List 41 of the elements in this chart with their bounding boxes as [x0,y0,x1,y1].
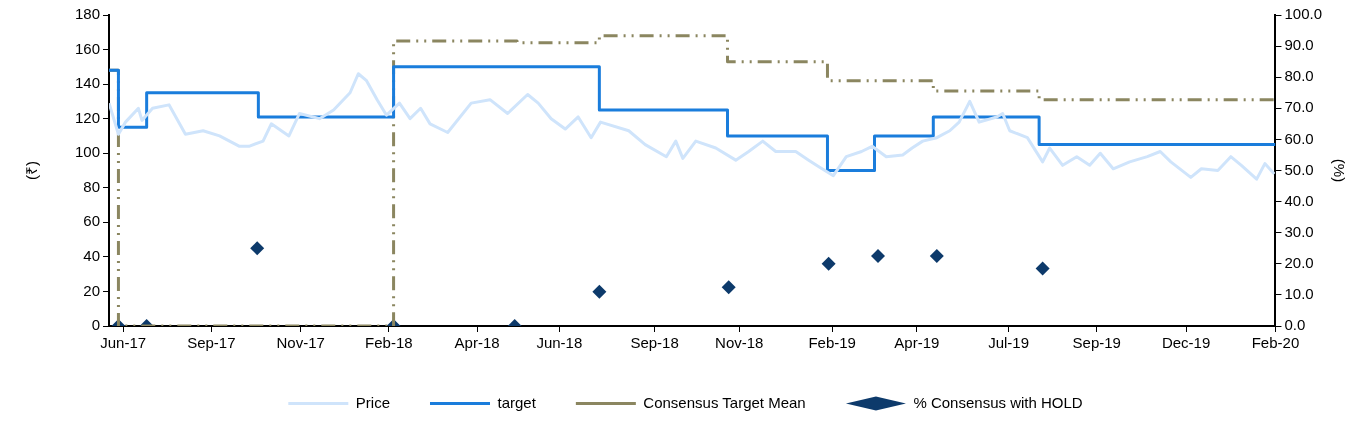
y-tick-label: 140 [75,74,101,92]
y-tick-label: 100 [75,143,101,161]
y-tick-label: 180 [75,5,101,23]
x-tick-label: Jun-18 [536,334,583,352]
y-tick-label: 60 [83,212,101,230]
x-tick-label: Sep-17 [187,334,236,352]
y-axis-title: (₹) [23,161,41,180]
x-tick-label: Apr-19 [894,334,940,352]
y2-tick-label: 40.0 [1284,191,1314,209]
x-tick-label: Dec-19 [1161,334,1211,352]
x-tick-label: Sep-18 [630,334,679,352]
y2-tick-label: 100.0 [1284,5,1323,23]
x-tick-label: Jun-17 [100,334,147,352]
x-tick-label: Jul-19 [988,334,1029,352]
y2-tick-label: 30.0 [1284,222,1314,240]
y2-tick-label: 70.0 [1284,98,1314,116]
y2-tick-label: 10.0 [1284,285,1314,303]
y-tick-label: 160 [75,39,101,57]
x-tick-label: Feb-18 [365,334,413,352]
y2-tick-label: 80.0 [1284,67,1314,85]
x-tick-label: Feb-20 [1251,334,1300,352]
y-tick-label: 20 [83,281,101,299]
x-tick-label: Apr-18 [454,334,500,352]
x-tick-label: Nov-17 [276,334,325,352]
legend-label: % Consensus with HOLD [913,393,1083,411]
legend-label: Consensus Target Mean [643,393,806,411]
x-tick-label: Feb-19 [808,334,856,352]
y2-tick-label: 0.0 [1284,316,1306,334]
legend-label: target [497,393,537,411]
x-tick-label: Nov-18 [715,334,764,352]
y-tick-label: 80 [83,177,101,195]
y-tick-label: 120 [75,108,101,126]
y2-tick-label: 20.0 [1284,253,1314,271]
y-tick-label: 40 [83,247,101,265]
y2-tick-label: 90.0 [1284,36,1314,54]
y2-axis-title: (%) [1330,158,1348,183]
y-tick-label: 0 [91,316,101,334]
legend-label: Price [355,393,391,411]
y2-tick-label: 50.0 [1284,160,1314,178]
y2-tick-label: 60.0 [1284,129,1314,147]
x-tick-label: Sep-19 [1072,334,1121,352]
